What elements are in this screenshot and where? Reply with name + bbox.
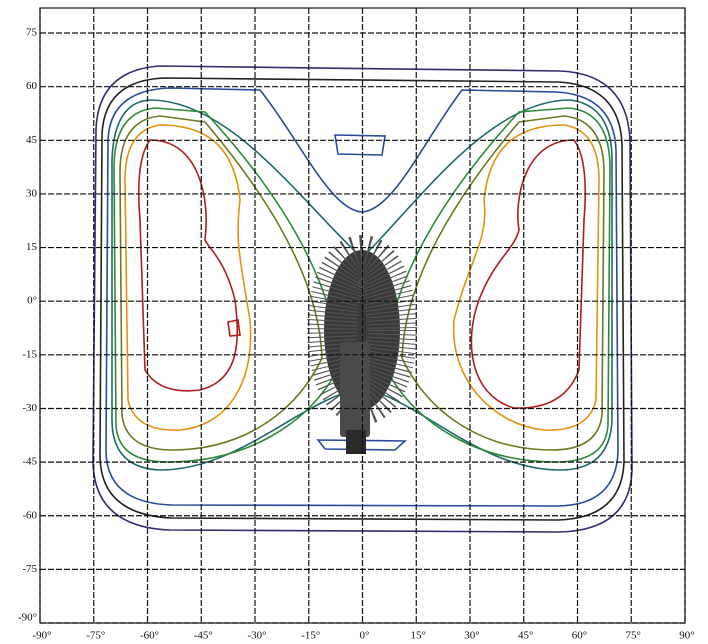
y-tick-label: -15 [22, 348, 37, 360]
x-tick-label: -75° [86, 630, 105, 642]
contour [383, 107, 611, 463]
lamp-mount [346, 430, 366, 454]
plot-frame [39, 7, 686, 624]
x-tick-label: -45° [194, 630, 213, 642]
contours [92, 65, 633, 533]
contour [92, 65, 633, 533]
contour [470, 139, 586, 409]
y-tick-label: 15 [26, 241, 38, 253]
contour [137, 139, 239, 392]
contour [113, 107, 341, 463]
contour-right [383, 107, 611, 463]
contour [452, 124, 600, 431]
axes: -90° -75° -60° -45° -30° -15° 0° 15° 30° 45° 60° 75… [18, 8, 695, 642]
y-tick-label: 75 [26, 27, 38, 39]
x-tick-label: 15° [411, 630, 426, 642]
contour [334, 134, 386, 156]
y-tick-label: -45 [22, 456, 37, 468]
lamp-arm [340, 342, 370, 437]
contour [316, 439, 408, 451]
x-tick-label: 90° [679, 630, 694, 642]
contour [119, 115, 323, 451]
x-tick-label: -30° [247, 630, 266, 642]
x-tick-label: 60° [572, 630, 587, 642]
x-tick-label: 0° [360, 630, 370, 642]
y-tick-label: -60 [22, 509, 37, 521]
y-tick-label: -90° [18, 612, 37, 624]
y-tick-label: -30 [22, 402, 37, 414]
x-tick-label: 30° [464, 630, 479, 642]
x-tick-label: -60° [140, 630, 159, 642]
y-tick-label: 30 [26, 187, 38, 199]
y-tick-label: 0° [27, 295, 37, 307]
contour [227, 319, 241, 337]
x-tick-label: -15° [301, 630, 320, 642]
x-tick-label: 45° [518, 630, 533, 642]
contour [105, 87, 619, 507]
contour-left [113, 107, 341, 463]
y-tick-label: 45 [26, 134, 38, 146]
x-tick-label: 75° [626, 630, 641, 642]
contour [401, 115, 605, 451]
y-tick-label: -75 [22, 563, 37, 575]
y-tick-label: 60 [26, 80, 38, 92]
x-tick-label: -90° [32, 630, 51, 642]
contour [124, 124, 252, 431]
